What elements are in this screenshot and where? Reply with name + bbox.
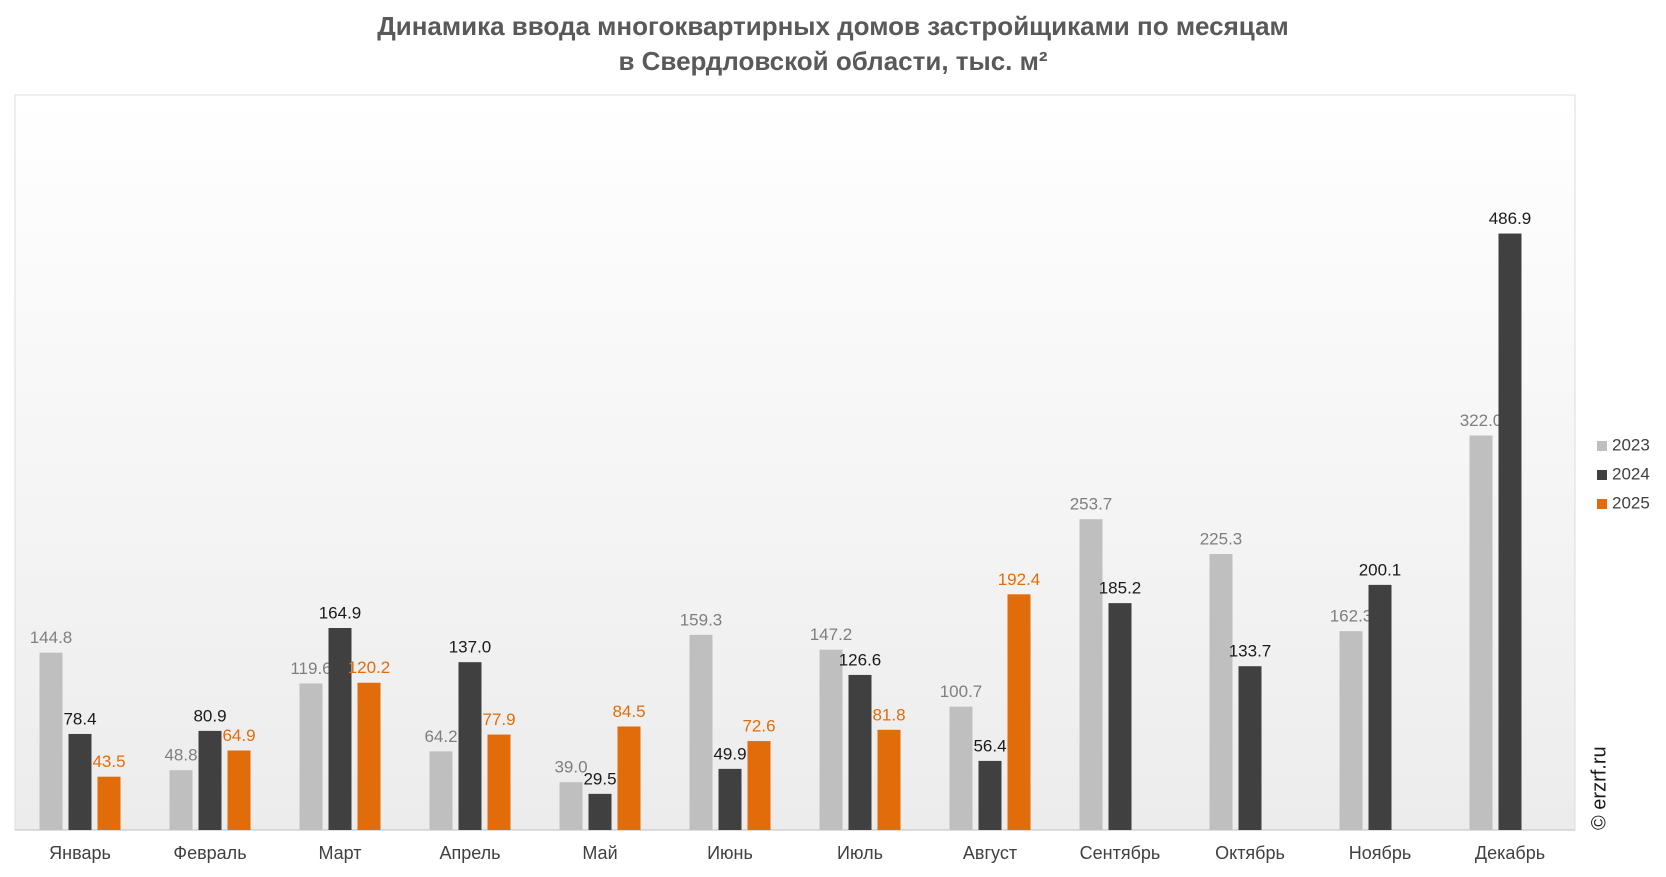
bar xyxy=(1108,603,1132,830)
bar xyxy=(487,734,511,830)
x-tick-label: Июль xyxy=(837,843,883,863)
bar xyxy=(458,662,482,830)
data-label: 120.2 xyxy=(348,658,391,677)
bar xyxy=(949,706,973,830)
data-label: 159.3 xyxy=(680,610,723,629)
bar xyxy=(1238,666,1262,830)
x-tick-label: Июнь xyxy=(707,843,753,863)
bar xyxy=(1469,435,1493,830)
data-label: 133.7 xyxy=(1229,642,1272,661)
bar xyxy=(559,782,583,830)
bar xyxy=(1007,594,1031,830)
bar xyxy=(1498,233,1522,831)
data-label: 137.0 xyxy=(449,638,492,657)
plot-area xyxy=(14,94,1576,831)
data-label: 64.2 xyxy=(424,727,457,746)
bar xyxy=(68,733,92,830)
data-label: 80.9 xyxy=(193,706,226,725)
x-tick-label: Ноябрь xyxy=(1349,843,1411,863)
x-tick-label: Февраль xyxy=(173,843,246,863)
x-tick-label: Апрель xyxy=(439,843,500,863)
x-tick-label: Март xyxy=(318,843,361,863)
data-label: 185.2 xyxy=(1099,579,1142,598)
data-label: 164.9 xyxy=(319,603,362,622)
x-tick-label: Май xyxy=(582,843,617,863)
bar xyxy=(689,634,713,830)
bar xyxy=(747,741,771,830)
chart-title: Динамика ввода многоквартирных домов зас… xyxy=(377,11,1289,41)
data-label: 192.4 xyxy=(998,570,1041,589)
bar xyxy=(877,729,901,830)
bar xyxy=(718,768,742,830)
data-label: 126.6 xyxy=(839,650,882,669)
watermark: © erzrf.ru xyxy=(1588,746,1610,830)
data-label: 29.5 xyxy=(583,769,616,788)
data-label: 49.9 xyxy=(713,744,746,763)
bar xyxy=(357,682,381,830)
data-label: 84.5 xyxy=(612,702,645,721)
data-label: 162.3 xyxy=(1330,607,1373,626)
x-tick-label: Август xyxy=(963,843,1017,863)
data-label: 119.6 xyxy=(290,659,331,678)
bar xyxy=(198,730,222,830)
data-label: 81.8 xyxy=(872,705,905,724)
data-label: 322.0 xyxy=(1460,411,1503,430)
x-tick-label: Декабрь xyxy=(1475,843,1545,863)
chart-title: в Свердловской области, тыс. м² xyxy=(618,46,1047,76)
bar xyxy=(978,760,1002,830)
data-label: 78.4 xyxy=(63,709,96,728)
bar xyxy=(169,770,193,830)
bar xyxy=(227,750,251,830)
bar xyxy=(1368,584,1392,830)
bar xyxy=(97,776,121,830)
bar xyxy=(429,751,453,830)
bar xyxy=(299,683,323,830)
data-label: 147.2 xyxy=(810,625,853,644)
data-label: 77.9 xyxy=(482,710,515,729)
legend-label: 2025 xyxy=(1612,493,1650,512)
x-tick-label: Сентябрь xyxy=(1080,843,1161,863)
x-tick-label: Январь xyxy=(49,843,111,863)
bar xyxy=(848,674,872,830)
data-label: 48.8 xyxy=(164,746,197,765)
data-label: 100.7 xyxy=(940,682,983,701)
data-label: 200.1 xyxy=(1359,560,1402,579)
data-label: 43.5 xyxy=(92,752,125,771)
data-label: 56.4 xyxy=(973,736,1006,755)
legend-swatch xyxy=(1597,441,1607,451)
bar xyxy=(819,649,843,830)
data-label: 39.0 xyxy=(554,758,587,777)
data-label: 64.9 xyxy=(222,726,255,745)
data-label: 72.6 xyxy=(742,717,775,736)
data-label: 486.9 xyxy=(1489,209,1532,228)
bar xyxy=(617,726,641,830)
bar xyxy=(328,627,352,830)
data-label: 144.8 xyxy=(30,628,73,647)
legend-swatch xyxy=(1597,470,1607,480)
legend-swatch xyxy=(1597,499,1607,509)
bar xyxy=(588,793,612,830)
legend-label: 2023 xyxy=(1612,435,1650,454)
data-label: 225.3 xyxy=(1200,529,1243,548)
bar xyxy=(39,652,63,830)
legend-label: 2024 xyxy=(1612,464,1650,483)
bar xyxy=(1079,519,1103,830)
bar xyxy=(1209,554,1233,830)
bar xyxy=(1339,631,1363,830)
data-label: 253.7 xyxy=(1070,495,1113,514)
x-tick-label: Октябрь xyxy=(1215,843,1285,863)
